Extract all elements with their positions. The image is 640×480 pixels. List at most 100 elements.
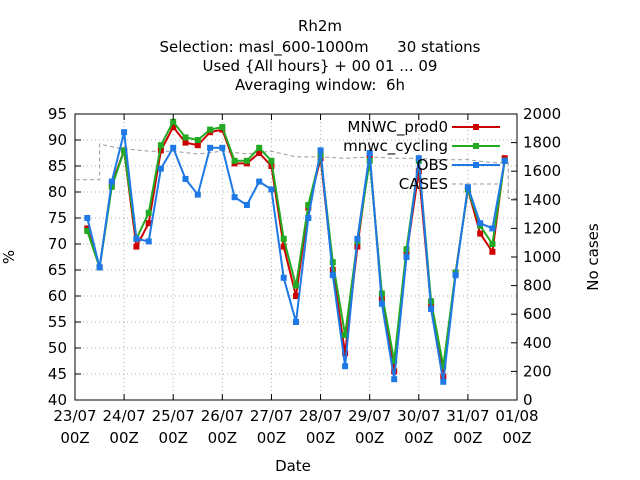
legend-label: CASES (399, 175, 448, 193)
data-point (256, 178, 263, 185)
data-point (489, 225, 496, 232)
data-point (231, 194, 238, 201)
y2-tick-label: 600 (523, 305, 552, 323)
data-point (477, 230, 484, 237)
y2-tick-label: 400 (523, 334, 552, 352)
data-point (133, 243, 140, 250)
y-tick-label: 80 (48, 183, 67, 201)
data-point (145, 238, 152, 245)
data-point (256, 144, 263, 151)
data-point (440, 363, 447, 370)
legend-marker (473, 143, 479, 149)
data-point (378, 300, 385, 307)
data-point (145, 209, 152, 216)
data-point (293, 282, 299, 289)
y-tick-label: 75 (48, 209, 67, 227)
data-point (391, 376, 398, 383)
x-tick-label-hour: 00Z (159, 429, 188, 447)
data-point (207, 144, 214, 151)
data-point (108, 178, 115, 185)
data-point (194, 137, 201, 143)
x-tick-label-date: 26/07 (201, 407, 244, 425)
y-tick-label: 90 (48, 131, 67, 149)
x-tick-label-date: 28/07 (299, 407, 342, 425)
data-point (256, 150, 263, 156)
chart-title-line-2: Selection: masl_600-1000m 30 stations (159, 38, 481, 56)
data-point (293, 293, 299, 299)
x-tick-label-hour: 00Z (306, 429, 335, 447)
y-tick-label: 85 (48, 157, 67, 175)
data-point (157, 142, 164, 149)
series-cases (76, 143, 517, 199)
y2-tick-label: 1600 (523, 162, 561, 180)
y-tick-label: 55 (48, 313, 67, 331)
x-tick-label-hour: 00Z (109, 429, 138, 447)
data-point (403, 254, 410, 260)
data-point (133, 235, 140, 242)
y-tick-label: 50 (48, 339, 67, 357)
data-point (194, 142, 201, 149)
plot-frame (74, 113, 518, 401)
data-point (391, 358, 398, 364)
x-tick-label-date: 24/07 (102, 407, 145, 425)
x-tick-label-date: 25/07 (152, 407, 195, 425)
data-point (157, 165, 164, 172)
y-tick-label: 45 (48, 365, 67, 383)
legend-label: MNWC_prod0 (347, 118, 448, 137)
data-point (231, 157, 238, 164)
y2-tick-label: 1400 (523, 191, 561, 209)
data-point (280, 243, 287, 250)
data-point (452, 272, 459, 279)
grid-lines (75, 114, 517, 400)
data-point (489, 248, 496, 255)
legend-marker (473, 162, 479, 168)
legend-label: mnwc_cycling (343, 137, 448, 156)
data-point (194, 191, 201, 198)
data-point (280, 235, 287, 242)
y2-axis-label: No cases (584, 223, 602, 291)
data-point (121, 147, 128, 154)
data-point (170, 144, 177, 151)
chart-title-line-3: Used {All hours} + 00 01 ... 09 (202, 57, 438, 75)
y-tick-label: 40 (48, 391, 67, 409)
x-tick-label-hour: 00Z (257, 429, 286, 447)
data-point (243, 157, 250, 164)
x-tick-label-date: 29/07 (348, 407, 391, 425)
data-point (219, 124, 226, 130)
data-point (329, 259, 336, 266)
chart-title-line-4: Averaging window: 6h (234, 76, 406, 94)
data-point (268, 157, 275, 164)
x-tick-label-hour: 00Z (404, 429, 433, 447)
data-point (268, 186, 275, 193)
chart-title-line-1: Rh2m (297, 17, 343, 35)
x-axis-label: Date (275, 457, 311, 475)
series-line (76, 143, 517, 199)
data-point (84, 228, 91, 234)
y-tick-label: 95 (48, 105, 67, 123)
x-tick-label-hour: 00Z (355, 429, 384, 447)
y2-tick-label: 2000 (523, 105, 561, 123)
data-point (354, 235, 361, 242)
data-point (305, 215, 312, 221)
data-point (293, 319, 299, 325)
data-point (342, 363, 349, 370)
data-point (366, 150, 373, 156)
series-obs (84, 129, 508, 385)
data-point (342, 350, 349, 357)
series-layer (76, 118, 517, 385)
y2-tick-label: 800 (523, 277, 552, 295)
data-point (305, 202, 312, 208)
data-point (145, 220, 152, 227)
axis-ticks: 40 45 50 55 60 65 70 75 80 85 90 95 0 200 400 600 800 100… (48, 105, 561, 447)
data-point (317, 147, 324, 154)
legend-item: CASES (399, 175, 500, 193)
data-point (170, 124, 177, 130)
y2-tick-label: 1800 (523, 134, 561, 152)
legend-label: OBS (417, 156, 448, 174)
data-point (121, 129, 128, 136)
x-tick-label-hour: 00Z (208, 429, 237, 447)
x-tick-label-hour: 00Z (502, 429, 531, 447)
data-point (501, 157, 508, 164)
